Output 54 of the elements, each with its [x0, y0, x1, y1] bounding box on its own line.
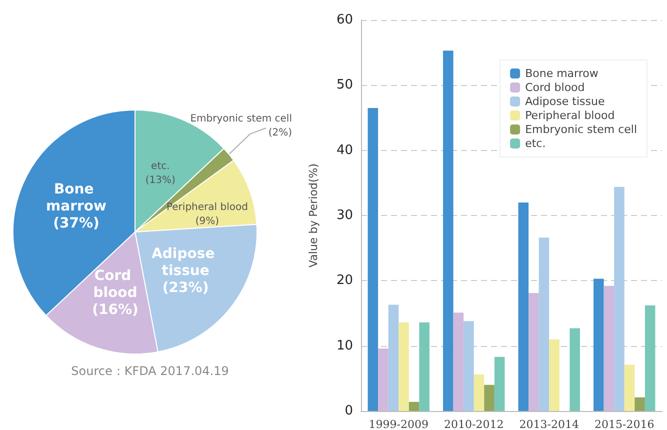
y-tick-label: 50 [336, 78, 353, 93]
bar [398, 322, 409, 411]
y-tick-label: 20 [336, 273, 353, 288]
bar [378, 348, 388, 411]
bar [368, 108, 378, 411]
bar [614, 186, 624, 411]
legend-label: Peripheral blood [525, 109, 615, 122]
slice-label: Embryonic stem cell [190, 114, 292, 124]
y-tick-label: 30 [336, 208, 353, 223]
bar [594, 278, 604, 411]
slice-label: etc. [151, 160, 170, 172]
bar [494, 356, 505, 411]
y-tick-label: 0 [344, 404, 353, 418]
data-label: (9%) [195, 216, 220, 227]
y-tick-label: 10 [336, 338, 353, 354]
x-tick-label: 2010-2012 [444, 418, 504, 430]
legend-label: Adipose tissue [525, 95, 605, 108]
data-label: (16%) [92, 302, 138, 318]
data-label: (2%) [268, 128, 292, 138]
legend-label: etc. [525, 137, 546, 150]
bar [518, 202, 529, 411]
y-axis-title: Value by Period(%) [307, 163, 320, 268]
slice-label: Bone marrow [46, 182, 107, 215]
bar [634, 397, 645, 411]
y-tick-label: 40 [336, 142, 353, 158]
slice-label: Adipose tissue [152, 246, 220, 280]
bar [484, 384, 494, 411]
bar [408, 402, 420, 411]
data-label: (23%) [162, 280, 209, 296]
slice-label: Peripheral blood [166, 202, 248, 213]
y-tick-label: 60 [336, 12, 353, 28]
bar [419, 322, 430, 411]
data-label: (13%) [145, 174, 176, 186]
legend-label: Cord blood [525, 81, 585, 94]
source-note: Source：KFDA 2017.04.19 [71, 364, 229, 378]
bar [464, 321, 474, 411]
bar [453, 312, 464, 411]
data-label: (37%) [53, 216, 100, 232]
bar [528, 293, 539, 411]
bar [538, 238, 550, 411]
slice-label: Cord blood [93, 268, 138, 301]
bar [388, 304, 399, 411]
legend-label: Embryonic stem cell [525, 123, 638, 136]
bar [604, 286, 614, 411]
x-tick-label: 1999-2009 [368, 418, 428, 430]
legend-label: Bone marrow [525, 67, 598, 80]
bar [443, 50, 454, 411]
x-tick-label: 2013-2014 [519, 418, 579, 430]
bar [644, 305, 656, 411]
bar [624, 364, 635, 411]
bar [549, 339, 560, 411]
bar [570, 328, 580, 411]
x-tick-label: 2015-2016 [594, 418, 654, 430]
bar [474, 374, 484, 411]
